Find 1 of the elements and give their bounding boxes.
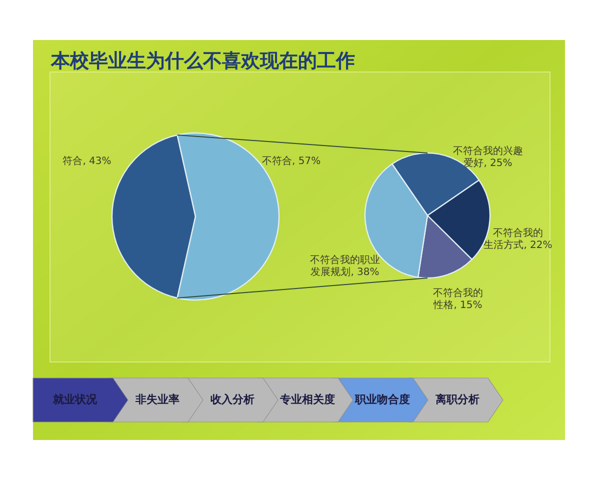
title: 本校毕业生为什么不喜欢现在的工作 (51, 50, 355, 72)
